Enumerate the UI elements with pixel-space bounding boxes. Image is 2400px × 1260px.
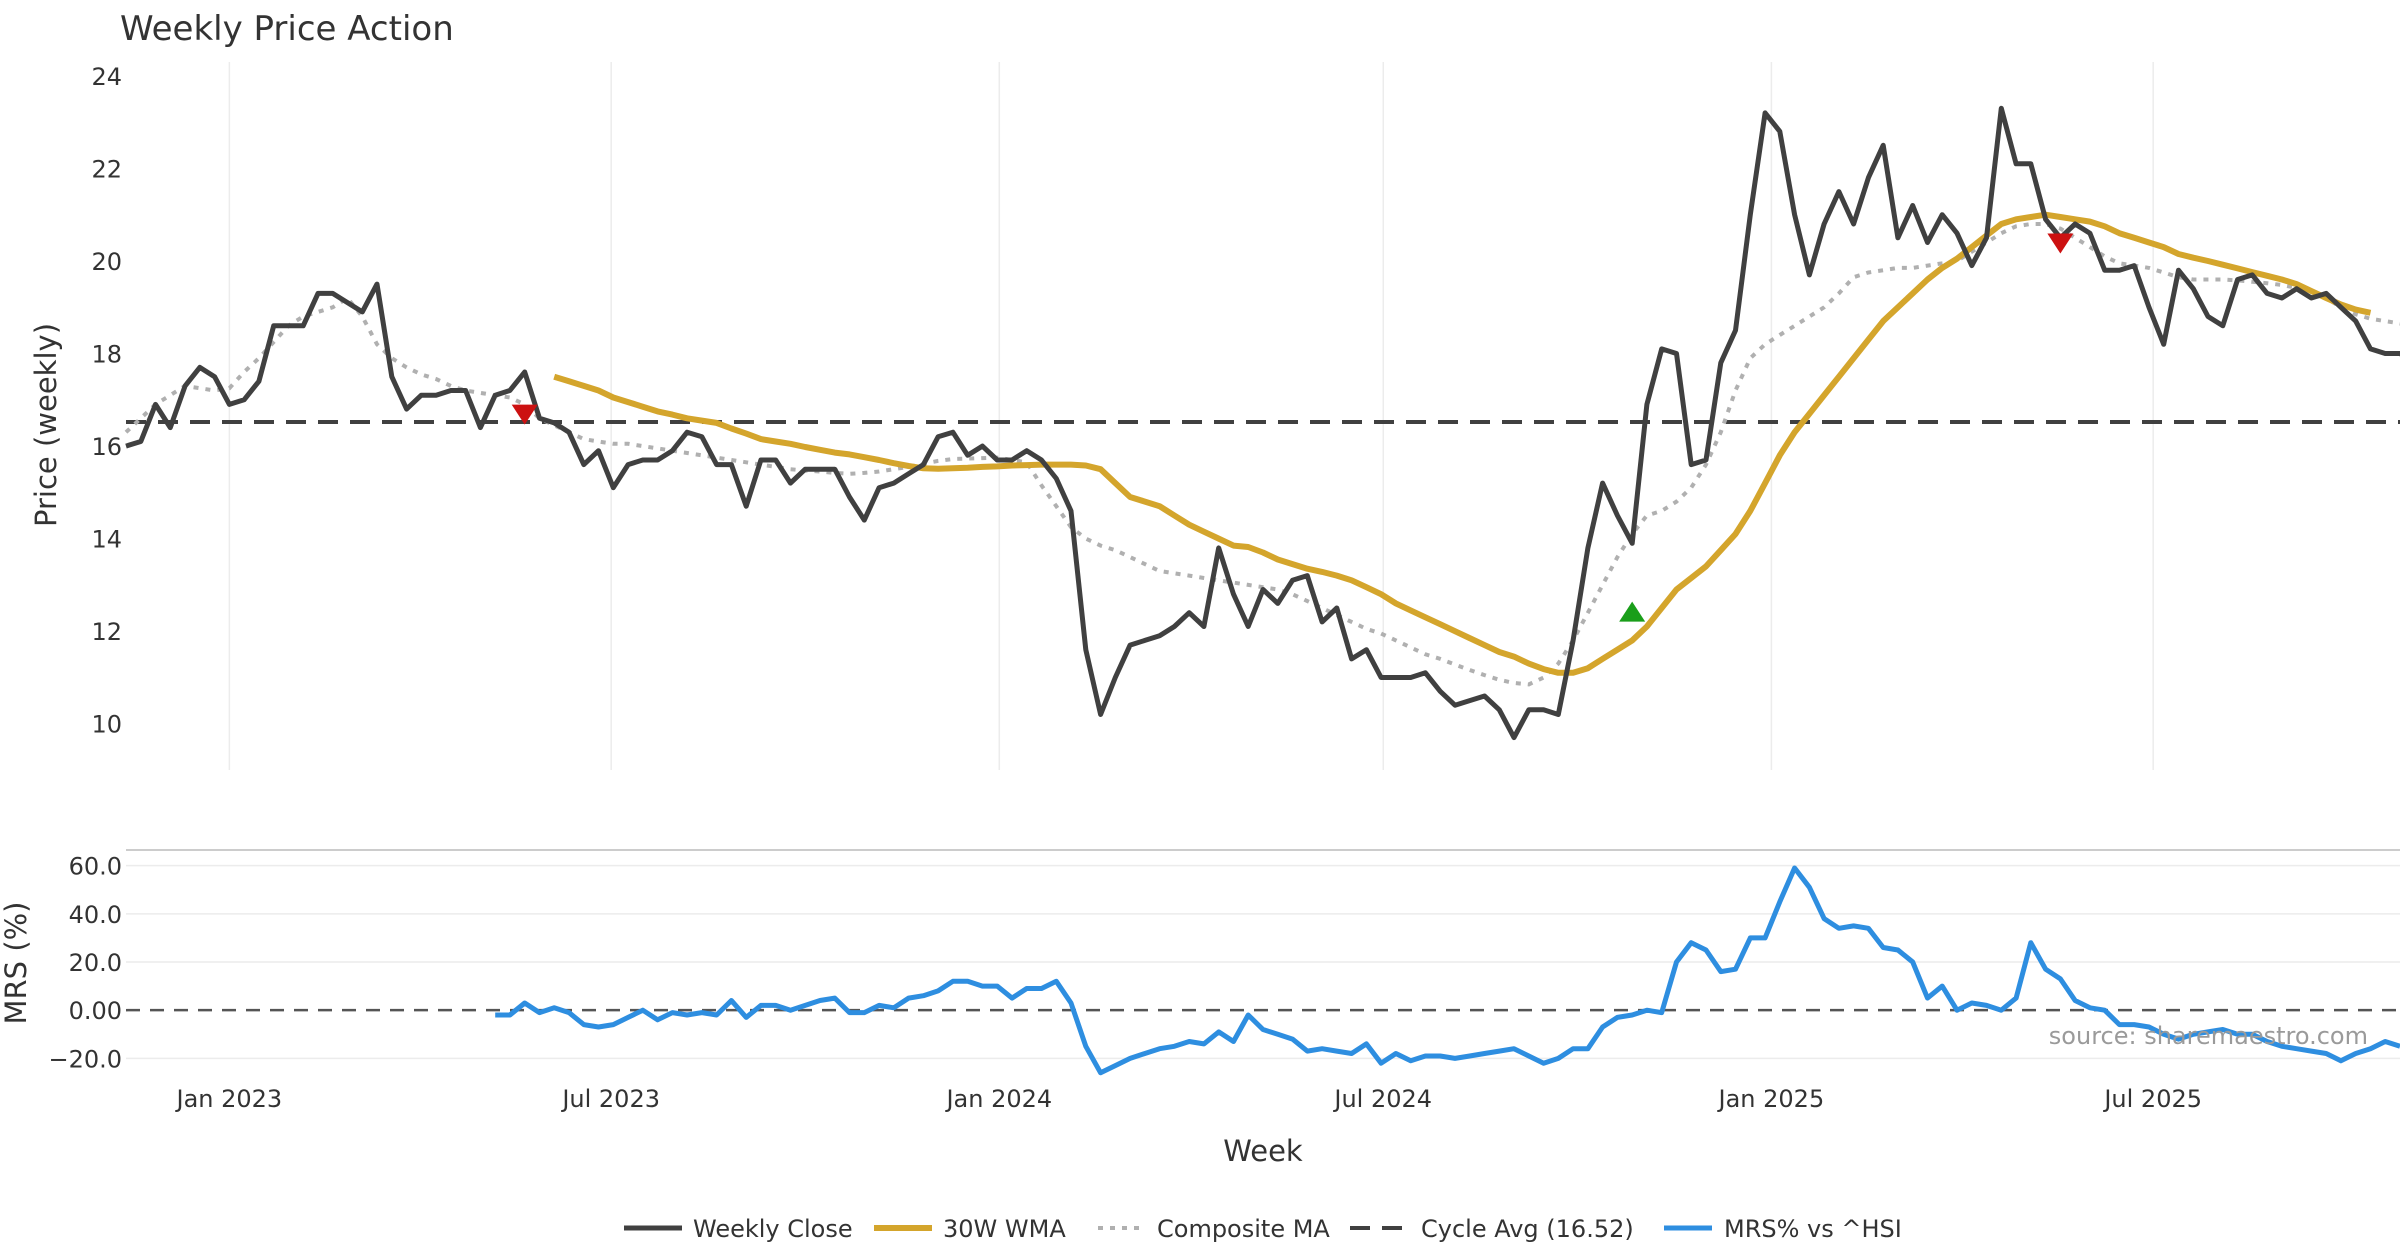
x-tick-label: Jul 2025 (2102, 1085, 2202, 1113)
wma-line (553, 211, 2372, 676)
composite-ma-line (124, 222, 2400, 687)
price-y-ticks: 10 12 14 16 18 20 22 24 (91, 63, 122, 739)
price-y-tick-label: 24 (91, 63, 122, 91)
mrs-gridlines (126, 864, 2400, 1060)
price-y-tick-label: 18 (91, 341, 122, 369)
mrs-y-tick-label: 20.0 (69, 949, 122, 977)
legend-label-composite: Composite MA (1157, 1215, 1330, 1243)
legend-label-cycle-avg: Cycle Avg (16.52) (1421, 1215, 1634, 1243)
mrs-panel: 60.0 40.0 20.0 0.00 −20.0 MRS (%) source: sh… (0, 853, 2400, 1076)
signal-down-marker (511, 404, 538, 425)
price-gridlines (228, 62, 2154, 770)
watermark: source: sharemaestro.com (2049, 1022, 2368, 1050)
price-y-tick-label: 16 (91, 433, 122, 461)
x-tick-label: Jan 2023 (175, 1085, 283, 1113)
x-tick-label: Jul 2024 (1332, 1085, 1432, 1113)
price-y-axis-label: Price (weekly) (29, 323, 63, 527)
signal-up-marker (1619, 601, 1646, 622)
price-y-tick-label: 10 (91, 711, 122, 739)
x-axis-ticks: Jan 2023 Jul 2023 Jan 2024 Jul 2024 Jan 2025… (175, 1085, 2203, 1113)
legend-label-wma: 30W WMA (943, 1215, 1066, 1243)
signal-down-marker (2047, 233, 2074, 254)
mrs-line (495, 865, 2400, 1076)
signal-markers (511, 233, 2074, 622)
price-panel: 10 12 14 16 18 20 22 24 Price (weekly) (29, 62, 2400, 770)
mrs-y-tick-label: −20.0 (48, 1045, 122, 1073)
chart-title: Weekly Price Action (120, 9, 454, 49)
mrs-y-tick-label: 60.0 (69, 853, 122, 881)
mrs-y-tick-label: 40.0 (69, 901, 122, 929)
price-y-tick-label: 22 (91, 155, 122, 183)
legend-label-weekly-close: Weekly Close (693, 1215, 853, 1243)
legend: Weekly Close 30W WMA Composite MA Cycle … (624, 1215, 1902, 1243)
mrs-y-tick-label: 0.00 (69, 997, 122, 1025)
mrs-y-ticks: 60.0 40.0 20.0 0.00 −20.0 (48, 853, 122, 1074)
x-tick-label: Jul 2023 (560, 1085, 660, 1113)
price-y-tick-label: 20 (91, 248, 122, 276)
price-y-tick-label: 12 (91, 618, 122, 646)
x-tick-label: Jan 2024 (944, 1085, 1052, 1113)
x-axis-label: Week (1223, 1134, 1303, 1168)
x-tick-label: Jan 2025 (1717, 1085, 1825, 1113)
mrs-y-axis-label: MRS (%) (0, 902, 33, 1025)
legend-label-mrs: MRS% vs ^HSI (1724, 1215, 1902, 1243)
price-y-tick-label: 14 (91, 526, 122, 554)
